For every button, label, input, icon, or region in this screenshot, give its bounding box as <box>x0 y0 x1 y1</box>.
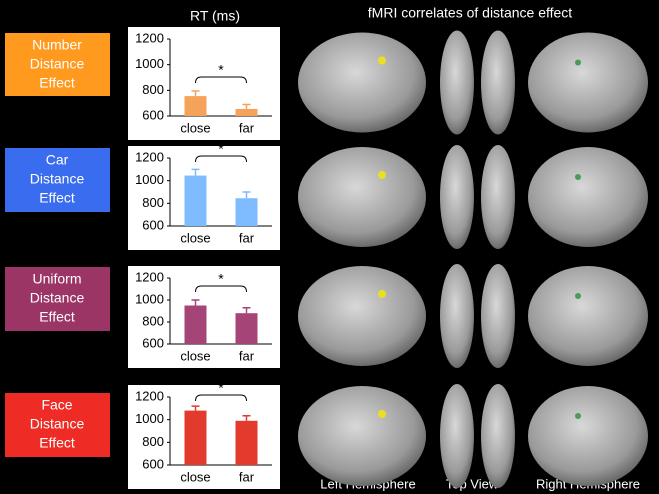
bar <box>235 108 258 116</box>
condition-label: Car <box>46 152 69 168</box>
y-tick-label: 1000 <box>135 291 164 306</box>
error-bar <box>242 306 251 314</box>
bar <box>184 410 207 465</box>
y-tick-label: 800 <box>142 82 164 97</box>
condition-label: Effect <box>39 309 75 325</box>
condition-label: Distance <box>30 290 85 306</box>
y-tick-label: 1000 <box>135 172 164 187</box>
bar <box>184 96 207 116</box>
significance-bracket <box>195 155 247 163</box>
bar <box>184 175 207 226</box>
brain-top <box>481 264 515 368</box>
brain-right <box>528 147 648 247</box>
brain-top <box>440 264 474 368</box>
x-tick-label: far <box>239 230 255 245</box>
condition-label: Effect <box>39 75 75 91</box>
activation <box>378 171 386 179</box>
activation <box>575 413 581 419</box>
x-tick-label: close <box>180 120 210 135</box>
error-bar <box>191 299 200 306</box>
x-tick-label: far <box>239 469 255 484</box>
condition-label: Distance <box>30 171 85 187</box>
brain-right <box>528 32 648 133</box>
condition-label: Distance <box>30 56 85 72</box>
condition-label: Face <box>41 397 72 413</box>
significance-label: * <box>218 141 224 157</box>
condition-box <box>5 267 110 331</box>
error-bar <box>191 90 200 97</box>
chart-background <box>128 27 280 140</box>
x-tick-label: close <box>180 469 210 484</box>
significance-label: * <box>218 271 224 287</box>
bar <box>184 305 207 344</box>
y-tick-label: 1200 <box>135 269 164 284</box>
y-tick-label: 600 <box>142 217 164 232</box>
brain-left <box>298 386 426 486</box>
condition-box <box>5 393 110 457</box>
y-tick-label: 1200 <box>135 388 164 403</box>
activation <box>378 410 386 418</box>
bar <box>235 198 258 226</box>
y-tick-label: 600 <box>142 335 164 350</box>
y-tick-label: 600 <box>142 107 164 122</box>
y-tick-label: 800 <box>142 195 164 210</box>
brain-left <box>298 147 426 247</box>
brain-top <box>481 145 515 249</box>
condition-label: Uniform <box>32 271 81 287</box>
y-tick-label: 1000 <box>135 56 164 71</box>
activation <box>575 293 581 299</box>
x-tick-label: far <box>239 348 255 363</box>
x-tick-label: close <box>180 230 210 245</box>
error-bar <box>191 168 200 176</box>
y-tick-label: 1000 <box>135 411 164 426</box>
y-tick-label: 600 <box>142 456 164 471</box>
brain-top <box>440 384 474 488</box>
chart-title: RT (ms) <box>190 8 240 24</box>
y-tick-label: 800 <box>142 434 164 449</box>
condition-label: Effect <box>39 190 75 206</box>
brain-top <box>481 384 515 488</box>
x-tick-label: far <box>239 120 255 135</box>
brain-left <box>298 32 426 133</box>
y-tick-label: 1200 <box>135 30 164 45</box>
condition-box <box>5 148 110 212</box>
significance-label: * <box>218 380 224 396</box>
condition-label: Number <box>32 37 82 53</box>
activation <box>575 59 581 66</box>
condition-label: Distance <box>30 416 85 432</box>
x-tick-label: close <box>180 348 210 363</box>
error-bar <box>242 414 251 421</box>
brain-top <box>481 30 515 135</box>
activation <box>378 56 386 65</box>
error-bar <box>191 405 200 411</box>
activation <box>575 174 581 180</box>
bar <box>235 313 258 344</box>
significance-bracket <box>195 76 247 83</box>
error-bar <box>242 191 251 199</box>
error-bar <box>242 103 251 109</box>
condition-box <box>5 33 110 96</box>
significance-label: * <box>218 62 224 78</box>
brain-left <box>298 266 426 366</box>
activation <box>378 290 386 298</box>
brain-top <box>440 145 474 249</box>
significance-bracket <box>195 394 247 402</box>
bar <box>235 420 258 465</box>
condition-label: Effect <box>39 435 75 451</box>
y-tick-label: 800 <box>142 313 164 328</box>
y-tick-label: 1200 <box>135 149 164 164</box>
brain-right <box>528 386 648 486</box>
brain-right <box>528 266 648 366</box>
significance-bracket <box>195 285 247 293</box>
figure-title: fMRI correlates of distance effect <box>368 5 572 21</box>
brain-top <box>440 30 474 135</box>
